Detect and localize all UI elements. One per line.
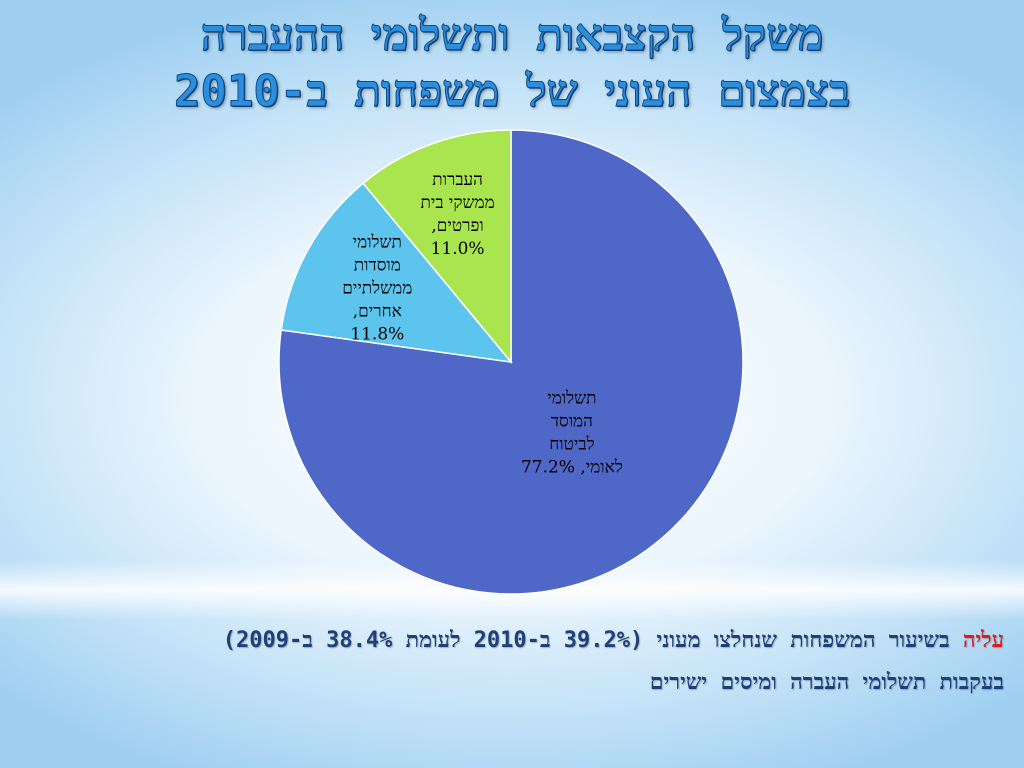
slice-label-1-line-1: תשלומי [547, 389, 596, 409]
slide-title: משקל הקצבאות ותשלומי ההעברה בצמצום העוני… [40, 8, 984, 120]
slice-label-1-line-2: המוסד [551, 412, 593, 432]
pie-slice-2 [280, 182, 513, 364]
slice-label-2: תשלומי מוסדות ממשלתיים אחרים, 11.8% [342, 232, 412, 344]
slice-label-2-line-4: אחרים, [353, 301, 402, 321]
slice-label-3-line-4: 11.0% [431, 239, 485, 259]
footnote-line-1: עליה בשיעור המשפחות שנחלצו מעוני (39.2% … [30, 620, 1004, 662]
footnote-line-2: בעקבות תשלומי העברה ומיסים ישירים [649, 670, 1004, 695]
footnote: עליה בשיעור המשפחות שנחלצו מעוני (39.2% … [30, 620, 1004, 704]
slice-label-1: תשלומי המוסד לביטוח לאומי, 77.2% [521, 389, 623, 478]
slice-label-2-line-1: תשלומי [353, 232, 402, 252]
slice-label-2-line-3: ממשלתיים [342, 278, 412, 298]
pie-slices [278, 129, 744, 595]
pie-slice-3 [362, 129, 512, 365]
slice-label-1-line-3: לביטוח [549, 435, 594, 455]
footnote-line-1-text: בשיעור המשפחות שנחלצו מעוני (39.2% ב-201… [222, 628, 963, 653]
pie-labels: תשלומי המוסד לביטוח לאומי, 77.2% תשלומי מוסדו… [342, 170, 623, 477]
slice-label-2-line-5: 11.8% [350, 324, 404, 344]
slice-label-2-line-2: מוסדות [354, 255, 401, 275]
footnote-highlight: עליה [962, 628, 1004, 653]
title-line-2: בצמצום העוני של משפחות ב-2010 [173, 66, 851, 118]
slice-label-3-line-3: ופרטים, [431, 216, 483, 236]
slice-label-3: העברות ממשקי בית ופרטים, 11.0% [421, 170, 495, 259]
slice-label-3-line-1: העברות [432, 170, 483, 190]
slice-label-1-line-4: לאומי, 77.2% [521, 458, 623, 478]
slice-label-3-line-2: ממשקי בית [421, 193, 495, 213]
title-line-1: משקל הקצבאות ותשלומי ההעברה [200, 10, 824, 62]
